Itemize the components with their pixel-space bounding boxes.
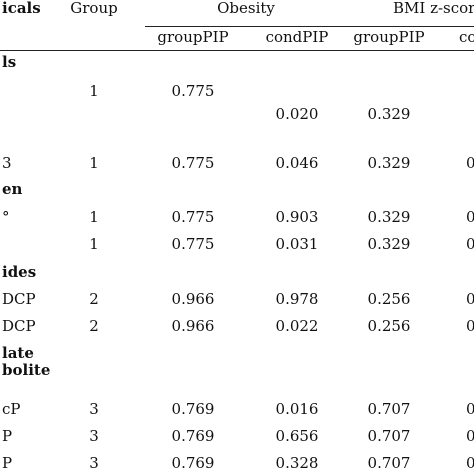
table-cell-bmi-condpip: 0: [466, 290, 474, 308]
section-label: ls: [2, 53, 17, 71]
table-row-label: P: [2, 454, 13, 472]
table-cell-group: 1: [89, 235, 99, 253]
table-cell-obesity-grouppip: 0.775: [171, 235, 215, 253]
subheader-rule: [0, 50, 474, 51]
table-cell-group: 3: [89, 427, 99, 445]
table-cell-obesity-condpip: 0.022: [275, 317, 319, 335]
subheader-bmi-grouppip: groupPIP: [353, 28, 425, 46]
table-cell-bmi-grouppip: 0.256: [367, 317, 411, 335]
table-cell-bmi-grouppip: 0.329: [367, 235, 411, 253]
table-cell-obesity-grouppip: 0.966: [171, 290, 215, 308]
column-header-chemicals: icals: [2, 0, 41, 17]
section-label-continued: bolite: [2, 361, 51, 379]
table-row-label: DCP: [2, 317, 36, 335]
table-cell-bmi-condpip: 0: [466, 208, 474, 226]
column-header-group: Group: [70, 0, 118, 17]
table-cell-bmi-condpip: 0: [466, 400, 474, 418]
table-cell-bmi-grouppip: 0.707: [367, 400, 411, 418]
table-cell-obesity-grouppip: 0.775: [171, 208, 215, 226]
table-cell-group: 3: [89, 454, 99, 472]
table-cell-bmi-condpip: 0: [466, 154, 474, 172]
table-cell-group: 1: [89, 82, 99, 100]
subheader-obesity-grouppip: groupPIP: [157, 28, 229, 46]
section-label: late: [2, 344, 34, 362]
table-cell-obesity-condpip: 0.016: [275, 400, 319, 418]
table-cell-bmi-grouppip: 0.707: [367, 454, 411, 472]
table-cell-bmi-condpip: 0: [466, 317, 474, 335]
table-cell-group: 2: [89, 317, 99, 335]
table-cell-obesity-grouppip: 0.769: [171, 427, 215, 445]
header-rule: [145, 26, 474, 27]
table-cell-bmi-grouppip: 0.329: [367, 154, 411, 172]
table-cell-group: 2: [89, 290, 99, 308]
table-row-label: DCP: [2, 290, 36, 308]
table-cell-obesity-condpip: 0.656: [275, 427, 319, 445]
table-cell-obesity-condpip: 0.903: [275, 208, 319, 226]
table-cell-obesity-grouppip: 0.775: [171, 154, 215, 172]
table-cell-obesity-condpip: 0.978: [275, 290, 319, 308]
column-header-bmi-zscore: BMI z-scor: [393, 0, 474, 17]
table-cell-obesity-grouppip: 0.775: [171, 82, 215, 100]
table-cell-obesity-condpip: 0.031: [275, 235, 319, 253]
table-cell-bmi-grouppip: 0.256: [367, 290, 411, 308]
table-row-label: 3: [2, 154, 12, 172]
table-row-label: °: [2, 208, 10, 226]
section-label: ides: [2, 263, 37, 281]
table-cell-bmi-condpip: 0: [466, 235, 474, 253]
table-cell-obesity-condpip: 0.046: [275, 154, 319, 172]
table-cell-obesity-grouppip: 0.769: [171, 400, 215, 418]
table-cell-obesity-grouppip: 0.769: [171, 454, 215, 472]
table-cell-obesity-condpip: 0.328: [275, 454, 319, 472]
table-cell-obesity-condpip: 0.020: [275, 105, 319, 123]
table-cell-group: 1: [89, 208, 99, 226]
subheader-obesity-condpip: condPIP: [265, 28, 329, 46]
column-header-obesity: Obesity: [217, 0, 275, 17]
table-cell-bmi-grouppip: 0.329: [367, 105, 411, 123]
table-row-label: cP: [2, 400, 21, 418]
table-cell-bmi-condpip: 0: [466, 427, 474, 445]
table-cell-group: 3: [89, 400, 99, 418]
table-cell-group: 1: [89, 154, 99, 172]
table-cell-bmi-condpip: 0: [466, 454, 474, 472]
subheader-bmi-condpip: cor: [459, 28, 474, 46]
table-cell-obesity-grouppip: 0.966: [171, 317, 215, 335]
table-cell-bmi-grouppip: 0.329: [367, 208, 411, 226]
section-label: en: [2, 180, 23, 198]
table-row-label: P: [2, 427, 13, 445]
table-cell-bmi-grouppip: 0.707: [367, 427, 411, 445]
